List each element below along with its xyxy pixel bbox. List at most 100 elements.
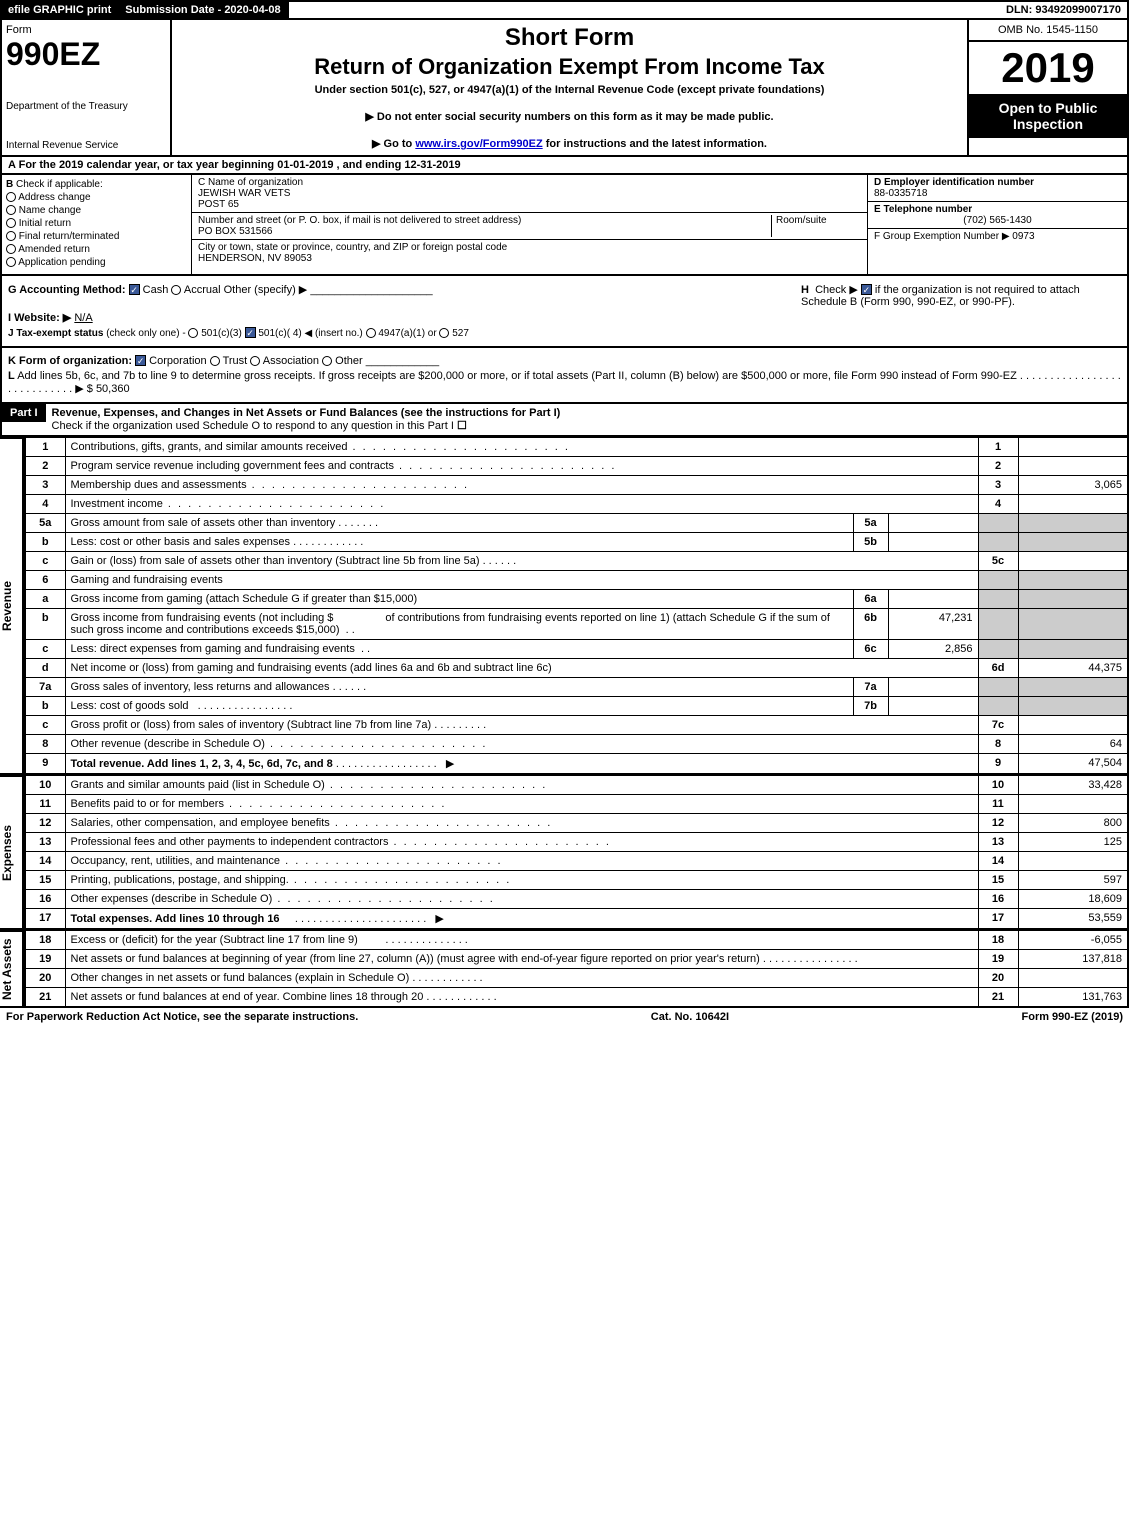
period-text: For the 2019 calendar year, or tax year … xyxy=(19,159,461,171)
efile-print-button[interactable]: efile GRAPHIC print xyxy=(2,2,119,18)
line13-amount: 125 xyxy=(1018,833,1128,852)
527-radio[interactable] xyxy=(439,328,449,338)
line10-text: Grants and similar amounts paid (list in… xyxy=(71,779,325,791)
net-assets-table: 18Excess or (deficit) for the year (Subt… xyxy=(24,930,1129,1008)
directive2-prefix: ▶ Go to xyxy=(372,138,415,150)
directive2-suffix: for instructions and the latest informat… xyxy=(546,138,767,150)
trust-checkbox[interactable] xyxy=(210,356,220,366)
chk-address: Address change xyxy=(18,192,90,203)
submission-date-label: Submission Date - 2020-04-08 xyxy=(119,2,288,18)
line1-text: Contributions, gifts, grants, and simila… xyxy=(71,441,348,453)
phone-value: (702) 565-1430 xyxy=(874,215,1121,226)
chk-pending: Application pending xyxy=(18,257,105,268)
final-return-checkbox[interactable] xyxy=(6,231,16,241)
period-label-a: A xyxy=(8,159,16,171)
g-other: Other (specify) ▶ xyxy=(224,284,308,296)
line19-text: Net assets or fund balances at beginning… xyxy=(71,953,760,965)
501c3-radio[interactable] xyxy=(188,328,198,338)
part1-check-text: Check if the organization used Schedule … xyxy=(52,420,454,432)
ein-value: 88-0335718 xyxy=(874,188,927,199)
website-value: N/A xyxy=(74,312,92,324)
line5a-text: Gross amount from sale of assets other t… xyxy=(71,517,336,529)
form-id-box: Form 990EZ Department of the Treasury In… xyxy=(2,20,172,155)
top-bar: efile GRAPHIC print Submission Date - 20… xyxy=(0,0,1129,20)
corp-checkbox[interactable]: ✓ xyxy=(135,355,146,366)
line5c-text: Gain or (loss) from sale of assets other… xyxy=(71,555,480,567)
line2-text: Program service revenue including govern… xyxy=(71,460,394,472)
line9-amount: 47,504 xyxy=(1018,754,1128,775)
e-label: E Telephone number xyxy=(874,204,972,215)
org-form-block: K Form of organization: ✓ Corporation Tr… xyxy=(0,348,1129,404)
line6c-text: Less: direct expenses from gaming and fu… xyxy=(71,643,355,655)
expenses-section: Expenses 10Grants and similar amounts pa… xyxy=(0,775,1129,930)
revenue-table: 1Contributions, gifts, grants, and simil… xyxy=(24,437,1129,775)
line21-text: Net assets or fund balances at end of ye… xyxy=(71,991,424,1003)
name-change-checkbox[interactable] xyxy=(6,205,16,215)
l-text: Add lines 5b, 6c, and 7b to line 9 to de… xyxy=(17,370,1017,382)
line16-amount: 18,609 xyxy=(1018,890,1128,909)
address-change-checkbox[interactable] xyxy=(6,192,16,202)
directive-ssn: ▶ Do not enter social security numbers o… xyxy=(180,110,959,123)
entity-block: B Check if applicable: Address change Na… xyxy=(0,175,1129,276)
line17-text: Total expenses. Add lines 10 through 16 xyxy=(71,913,280,925)
line12-text: Salaries, other compensation, and employ… xyxy=(71,817,330,829)
line15-amount: 597 xyxy=(1018,871,1128,890)
schedule-o-checkbox[interactable]: ☐ xyxy=(457,420,467,432)
line3-amount: 3,065 xyxy=(1018,476,1128,495)
line6-text: Gaming and fundraising events xyxy=(71,574,223,586)
c-label: C Name of organization xyxy=(198,177,303,188)
amended-return-checkbox[interactable] xyxy=(6,244,16,254)
line20-text: Other changes in net assets or fund bala… xyxy=(71,972,410,984)
line19-amount: 137,818 xyxy=(1018,950,1128,969)
k-other: Other xyxy=(335,355,363,367)
line21-amount: 131,763 xyxy=(1018,988,1128,1008)
k-trust: Trust xyxy=(223,355,248,367)
accrual-checkbox[interactable] xyxy=(171,285,181,295)
net-assets-side-label: Net Assets xyxy=(0,930,24,1008)
line4-text: Investment income xyxy=(71,498,163,510)
other-checkbox[interactable] xyxy=(322,356,332,366)
b-label: B xyxy=(6,179,13,190)
f-label: F Group Exemption Number ▶ 0973 xyxy=(874,231,1035,242)
line6b-amount: 47,231 xyxy=(888,609,978,640)
street-label: Number and street (or P. O. box, if mail… xyxy=(198,215,521,226)
assoc-checkbox[interactable] xyxy=(250,356,260,366)
g-accrual: Accrual xyxy=(184,284,221,296)
checkbox-column: B Check if applicable: Address change Na… xyxy=(2,175,192,274)
irs-link[interactable]: www.irs.gov/Form990EZ xyxy=(415,138,542,150)
org-name-2: POST 65 xyxy=(198,199,239,210)
application-pending-checkbox[interactable] xyxy=(6,257,16,267)
line17-amount: 53,559 xyxy=(1018,909,1128,930)
part1-title: Revenue, Expenses, and Changes in Net As… xyxy=(52,407,561,419)
k-corp: Corporation xyxy=(149,355,206,367)
cash-checkbox[interactable]: ✓ xyxy=(129,284,140,295)
revenue-section: Revenue 1Contributions, gifts, grants, a… xyxy=(0,437,1129,775)
main-title: Return of Organization Exempt From Incom… xyxy=(180,54,959,80)
line13-text: Professional fees and other payments to … xyxy=(71,836,389,848)
dept-treasury: Department of the Treasury xyxy=(6,101,166,112)
open-public-inspection: Open to Public Inspection xyxy=(969,94,1127,138)
line3-text: Membership dues and assessments xyxy=(71,479,247,491)
page-footer: For Paperwork Reduction Act Notice, see … xyxy=(0,1008,1129,1026)
k-label: K Form of organization: xyxy=(8,355,132,367)
line7a-text: Gross sales of inventory, less returns a… xyxy=(71,681,330,693)
omb-number: OMB No. 1545-1150 xyxy=(969,20,1127,42)
4947-radio[interactable] xyxy=(366,328,376,338)
org-name-1: JEWISH WAR VETS xyxy=(198,188,290,199)
line7b-text: Less: cost of goods sold xyxy=(71,700,189,712)
h-label: H xyxy=(801,284,809,296)
501c-radio[interactable]: ✓ xyxy=(245,327,256,338)
line5b-text: Less: cost or other basis and sales expe… xyxy=(71,536,291,548)
l-amount: ▶ $ 50,360 xyxy=(75,383,129,395)
line6a-text: Gross income from gaming (attach Schedul… xyxy=(71,593,418,605)
footer-center: Cat. No. 10642I xyxy=(651,1011,729,1023)
subtitle: Under section 501(c), 527, or 4947(a)(1)… xyxy=(180,84,959,96)
schedule-b-checkbox[interactable]: ✓ xyxy=(861,284,872,295)
line6b-text-a: Gross income from fundraising events (no… xyxy=(71,612,334,624)
line18-amount: -6,055 xyxy=(1018,931,1128,950)
accounting-block: G Accounting Method: ✓ Cash Accrual Othe… xyxy=(0,276,1129,348)
initial-return-checkbox[interactable] xyxy=(6,218,16,228)
b-text: Check if applicable: xyxy=(16,179,103,190)
line16-text: Other expenses (describe in Schedule O) xyxy=(71,893,273,905)
line6d-text: Net income or (loss) from gaming and fun… xyxy=(71,662,552,674)
